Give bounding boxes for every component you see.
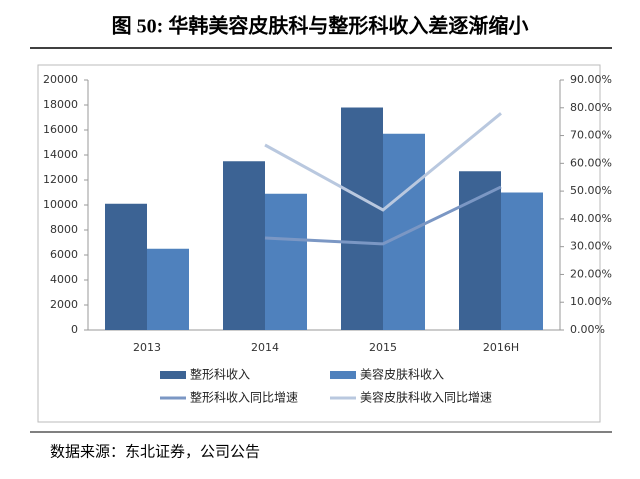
legend-label: 美容皮肤科收入同比增速 bbox=[360, 390, 492, 405]
bar bbox=[147, 248, 189, 330]
y2-tick-label: 60.00% bbox=[570, 156, 612, 169]
x-tick-label: 2014 bbox=[251, 341, 279, 354]
source-note: 数据来源：东北证券，公司公告 bbox=[50, 443, 260, 460]
legend-label: 整形科收入 bbox=[190, 367, 250, 382]
y-tick-label: 16000 bbox=[43, 123, 78, 136]
legend-label: 整形科收入同比增速 bbox=[190, 390, 298, 405]
y-tick-label: 6000 bbox=[50, 248, 78, 261]
x-tick-label: 2013 bbox=[133, 341, 161, 354]
bar bbox=[383, 133, 425, 330]
legend-swatch bbox=[330, 371, 356, 379]
y2-tick-label: 0.00% bbox=[570, 323, 605, 336]
legend-label: 美容皮肤科收入 bbox=[360, 367, 444, 382]
bar bbox=[105, 203, 147, 330]
y2-tick-label: 70.00% bbox=[570, 129, 612, 142]
line bbox=[264, 112, 502, 212]
y2-tick-label: 90.00% bbox=[570, 73, 612, 86]
y-tick-label: 0 bbox=[71, 323, 78, 336]
bar bbox=[459, 171, 501, 330]
y-tick-label: 18000 bbox=[43, 98, 78, 111]
bar bbox=[501, 192, 543, 330]
y-tick-label: 2000 bbox=[50, 298, 78, 311]
chart-frame bbox=[37, 64, 601, 423]
y-tick-label: 8000 bbox=[50, 223, 78, 236]
bar bbox=[265, 193, 307, 330]
bar bbox=[223, 161, 265, 330]
x-tick-label: 2015 bbox=[369, 341, 397, 354]
bar bbox=[341, 107, 383, 330]
y-tick-label: 10000 bbox=[43, 198, 78, 211]
y-tick-label: 12000 bbox=[43, 173, 78, 186]
y2-tick-label: 80.00% bbox=[570, 101, 612, 114]
y2-tick-label: 50.00% bbox=[570, 184, 612, 197]
y-tick-label: 14000 bbox=[43, 148, 78, 161]
x-tick-label: 2016H bbox=[483, 341, 519, 354]
y2-tick-label: 30.00% bbox=[570, 240, 612, 253]
line bbox=[264, 185, 502, 246]
y-tick-label: 4000 bbox=[50, 273, 78, 286]
y2-tick-label: 10.00% bbox=[570, 295, 612, 308]
chart-title: 图 50: 华韩美容皮肤科与整形科收入差逐渐缩小 bbox=[112, 14, 529, 38]
y2-tick-label: 20.00% bbox=[570, 267, 612, 280]
legend-swatch bbox=[160, 371, 186, 379]
y-tick-label: 20000 bbox=[43, 73, 78, 86]
y2-tick-label: 40.00% bbox=[570, 212, 612, 225]
